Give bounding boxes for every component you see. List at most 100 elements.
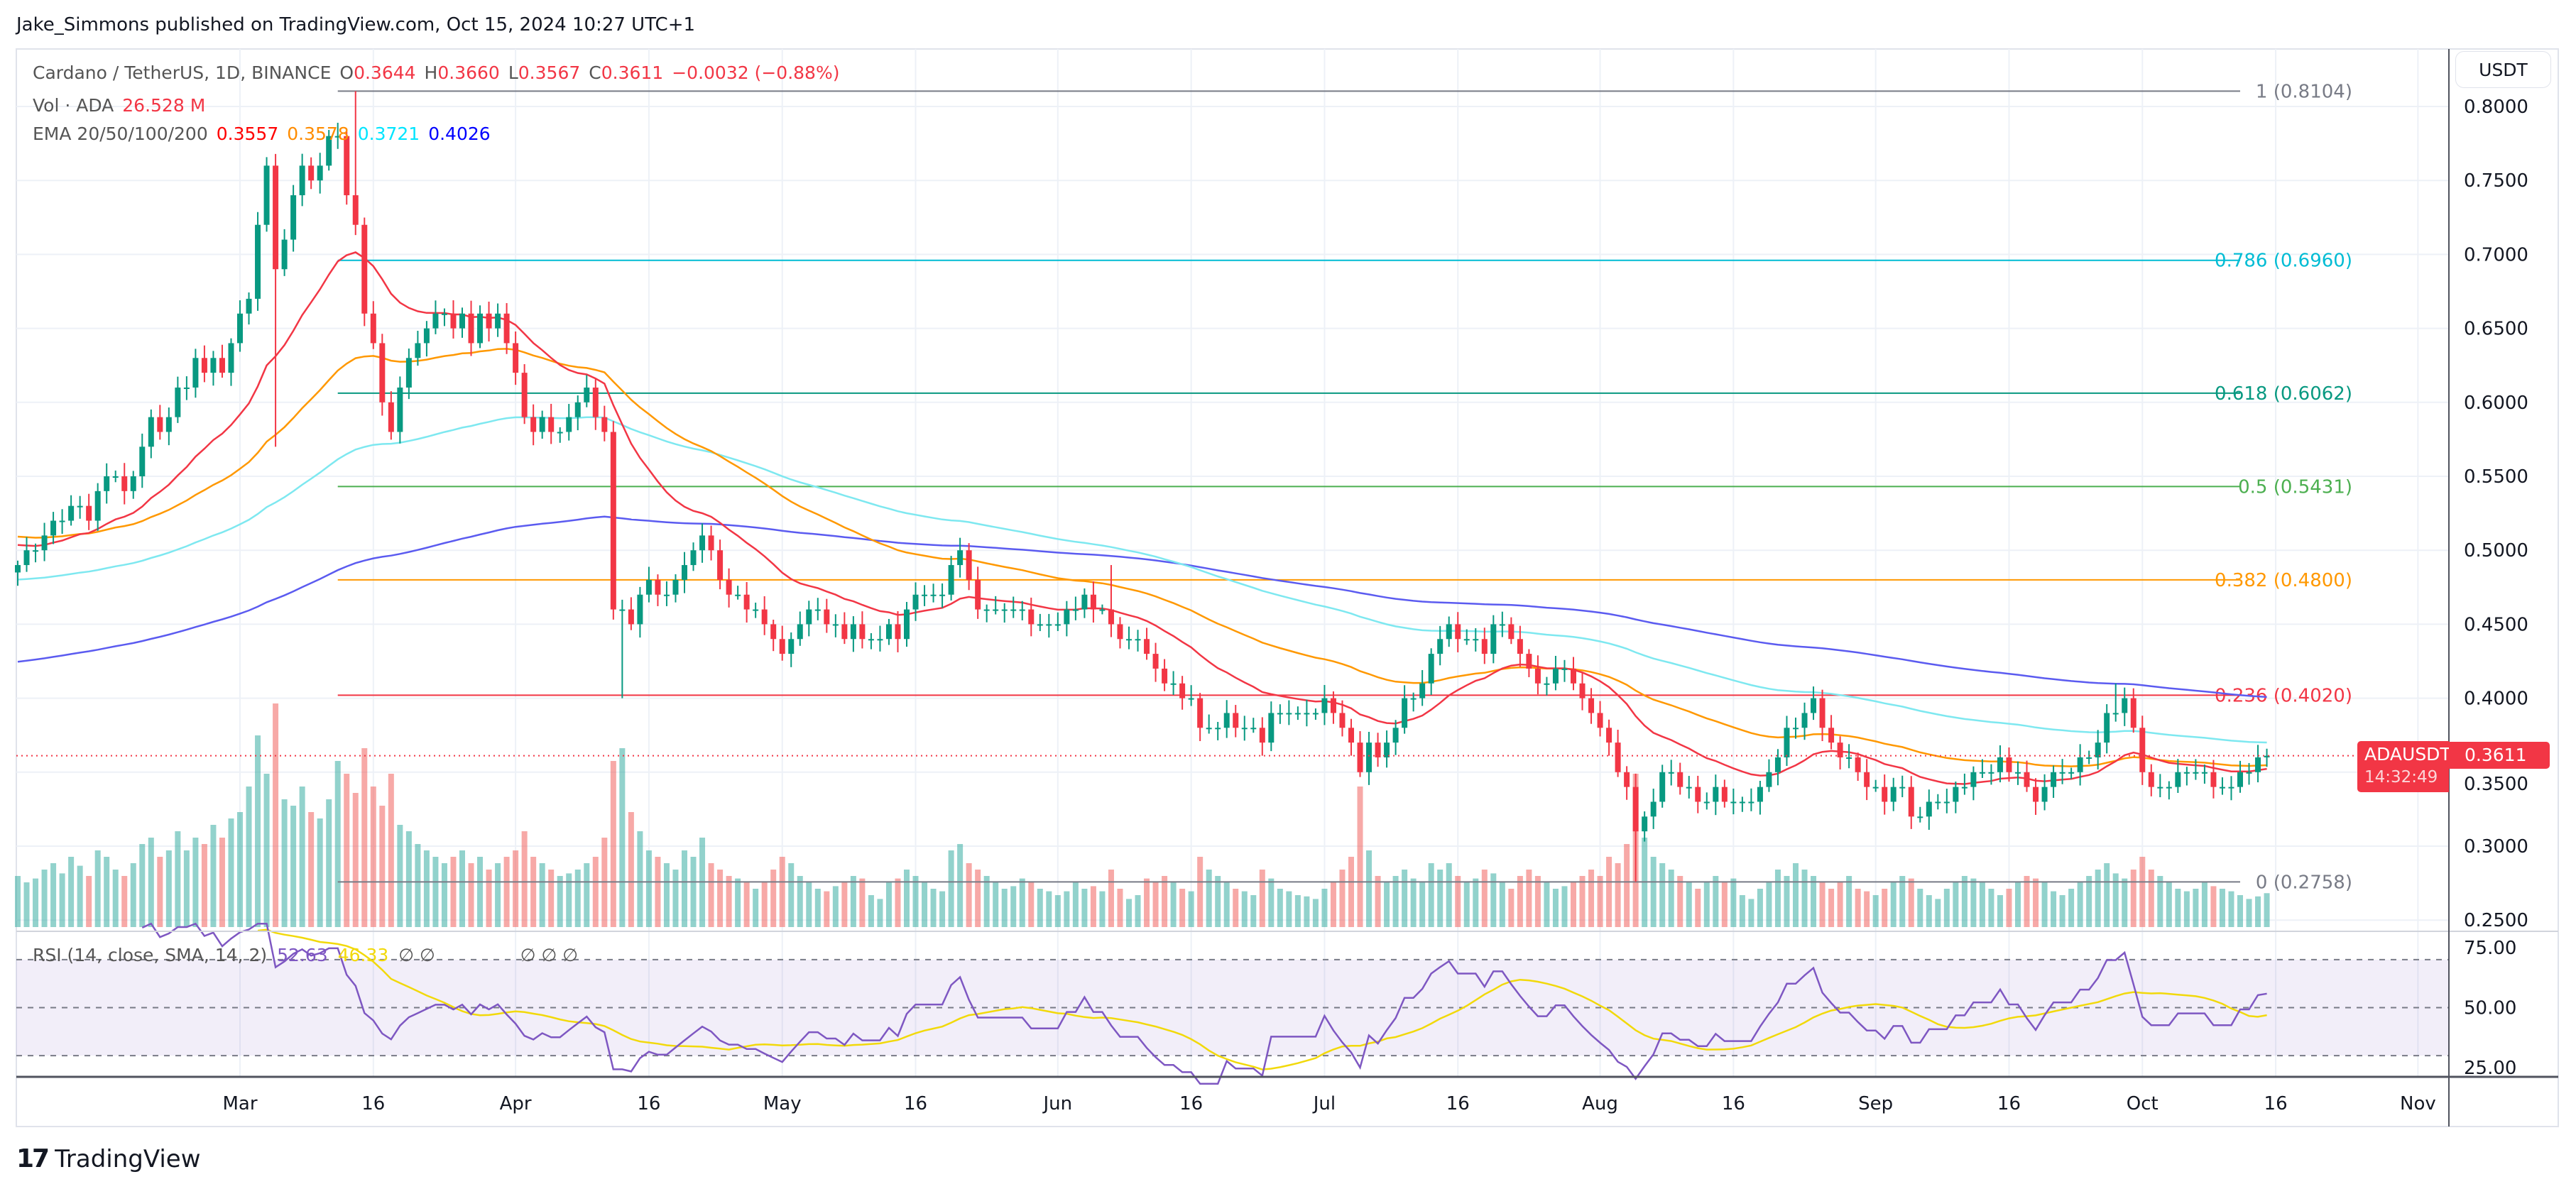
last-price-symbol-tag: ADAUSDT 14:32:49 xyxy=(2357,741,2451,792)
volume-bar xyxy=(2246,899,2252,927)
volume-bar xyxy=(1499,882,1505,927)
candle xyxy=(2015,761,2021,785)
volume-bar xyxy=(299,787,305,927)
candle-body xyxy=(1588,698,1595,713)
candle-body xyxy=(290,195,297,240)
candle-body xyxy=(1721,787,1728,802)
volume-bar xyxy=(966,863,972,927)
candle-body xyxy=(2201,772,2207,774)
candle xyxy=(1899,775,1906,798)
volume-bar xyxy=(1099,891,1106,927)
candle xyxy=(121,463,128,505)
volume-bar xyxy=(201,844,207,927)
candle-body xyxy=(432,313,439,329)
volume-bar xyxy=(2219,889,2225,927)
volume-bar xyxy=(2051,891,2057,927)
candle xyxy=(1410,692,1417,712)
candle-body xyxy=(584,387,590,402)
volume-bar xyxy=(308,812,315,927)
candle xyxy=(1837,736,1843,769)
candle xyxy=(1312,708,1319,720)
currency-button[interactable]: USDT xyxy=(2455,51,2551,88)
bar-countdown: 14:32:49 xyxy=(2364,768,2438,787)
volume-bar xyxy=(1650,857,1657,927)
candle xyxy=(1250,718,1257,733)
fib-level-label: 1 (0.8104) xyxy=(2256,81,2352,102)
volume-bar xyxy=(530,857,537,927)
rsi-label[interactable]: RSI (14, close, SMA, 14, 2) xyxy=(33,945,268,965)
time-axis[interactable]: Mar 16 Apr 16 May 16 Jun 16 Jul 16 Aug 16 Sep 16 Oct 16… xyxy=(222,1093,2435,1114)
rsi-axis[interactable]: 75.00 50.00 25.00 xyxy=(2464,938,2516,1079)
candle xyxy=(521,363,528,424)
candle xyxy=(717,539,724,590)
volume-bar xyxy=(539,863,545,927)
candle-body xyxy=(1392,728,1399,743)
time-tick-label: May xyxy=(763,1093,802,1114)
candle xyxy=(273,153,279,447)
candle-body xyxy=(1117,624,1123,640)
candle xyxy=(1632,773,1639,882)
tradingview-logo[interactable]: 17 TradingView xyxy=(16,1144,201,1173)
candle xyxy=(1117,617,1123,649)
candle-body xyxy=(1801,713,1808,728)
volume-label[interactable]: Vol · ADA xyxy=(33,95,114,116)
time-tick-label: Oct xyxy=(2127,1093,2159,1114)
candle-body xyxy=(548,417,555,432)
volume-bar xyxy=(2175,889,2181,927)
candle-body xyxy=(2068,772,2075,774)
candle-body xyxy=(1090,594,1096,610)
volume-bar xyxy=(877,899,883,927)
price-tick-label: 0.4000 xyxy=(2464,689,2528,710)
symbol-title[interactable]: Cardano / TetherUS, 1D, BINANCE xyxy=(33,62,332,83)
candle xyxy=(2139,716,2146,785)
candle-body xyxy=(228,343,234,373)
candle-body xyxy=(326,136,332,166)
volume-bar xyxy=(1162,876,1168,927)
candle xyxy=(2193,759,2199,780)
candle xyxy=(1197,693,1204,741)
rsi-line xyxy=(141,922,2267,1085)
candle-body xyxy=(459,313,465,329)
candle-body xyxy=(192,358,199,388)
candle xyxy=(441,308,447,327)
candle xyxy=(1579,672,1586,711)
candle xyxy=(352,91,359,236)
candle xyxy=(1872,779,1879,792)
candle-body xyxy=(77,505,83,508)
candle-body xyxy=(1463,639,1470,641)
volume-bar xyxy=(1410,878,1417,927)
candle-body xyxy=(1375,743,1381,757)
candle-body xyxy=(1028,609,1035,625)
volume-bar xyxy=(1571,882,1576,927)
candle-body xyxy=(1054,624,1061,626)
candle xyxy=(1819,689,1825,742)
rsi-tick-label: 25.00 xyxy=(2464,1058,2516,1079)
volume-bar xyxy=(708,863,714,927)
volume-bar xyxy=(1446,863,1452,927)
candle-body xyxy=(94,491,101,521)
candle xyxy=(2219,777,2225,795)
candle-body xyxy=(1882,787,1888,802)
volume-bar xyxy=(379,806,386,927)
volume-bar xyxy=(2041,882,2048,927)
volume-bar xyxy=(1713,876,1719,927)
candle-body xyxy=(1571,668,1576,684)
volume-bar xyxy=(1268,878,1275,927)
rsi-guides xyxy=(16,958,2449,1057)
candle xyxy=(539,410,545,439)
fib-retracement[interactable]: 1 (0.8104) 0.786 (0.6960) 0.618 (0.6062) 0.… xyxy=(337,81,2352,893)
candle-body xyxy=(2051,772,2057,787)
chart-frame xyxy=(16,48,2559,1127)
candle xyxy=(743,581,750,623)
volume-bar xyxy=(1019,878,1025,927)
price-axis[interactable]: 0.8000 0.7500 0.7000 0.6500 0.6000 0.5500 0.50… xyxy=(2464,97,2528,931)
candle-body xyxy=(682,565,687,580)
candle-body xyxy=(441,313,447,315)
candle-body xyxy=(948,565,954,595)
volume-bar xyxy=(1206,870,1212,927)
candle xyxy=(850,616,856,652)
candle-body xyxy=(210,358,217,373)
candle-body xyxy=(33,550,39,552)
ema-label[interactable]: EMA 20/50/100/200 xyxy=(33,124,208,144)
